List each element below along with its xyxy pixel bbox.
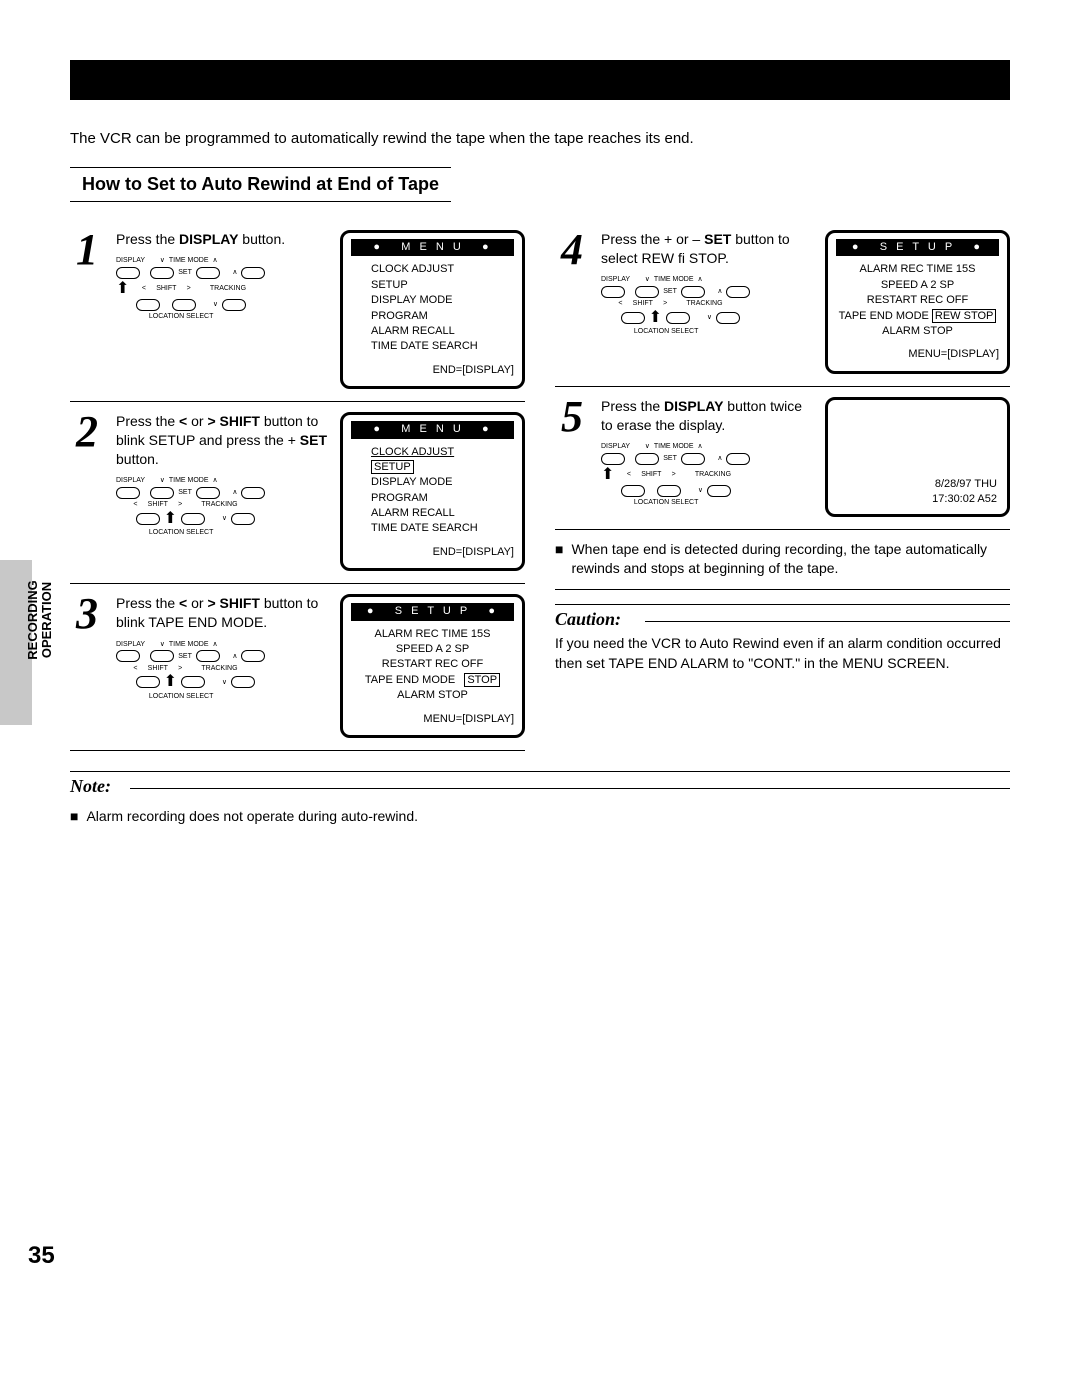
caution-heading: Caution: — [555, 604, 1010, 630]
subheading: How to Set to Auto Rewind at End of Tape — [70, 167, 451, 202]
right-column: 4 Press the + or – SET button to select … — [555, 220, 1010, 751]
remote-diagram: DISPLAY ∨TIME MODE∧ SET ∧ < SHIFT > TRAC… — [116, 477, 330, 537]
tape-end-note: ■ When tape end is detected during recor… — [555, 530, 1010, 590]
remote-diagram: DISPLAY ∨TIME MODE∧ SET ∧ < SHIFT > TRAC… — [116, 640, 330, 700]
step-3: 3 Press the < or > SHIFT button to blink… — [70, 584, 525, 751]
step-5: 5 Press the DISPLAY button twice to eras… — [555, 387, 1010, 530]
note-text: Alarm recording does not operate during … — [86, 807, 418, 827]
screen-setup-4: ● S E T U P ● ALARM REC TIME 15S SPEED A… — [825, 230, 1010, 374]
columns: 1 Press the DISPLAY button. DISPLAY ∨TIM… — [70, 220, 1010, 751]
arrow-up-icon — [649, 310, 662, 326]
step-5-text: Press the DISPLAY button twice to erase … — [601, 397, 815, 517]
section-tab-text: RECORDINGOPERATION — [26, 540, 55, 700]
step-1-text: Press the DISPLAY button. DISPLAY ∨TIME … — [116, 230, 330, 389]
step-number: 5 — [555, 397, 589, 437]
section-tab: RECORDINGOPERATION — [0, 560, 32, 725]
arrow-up-icon — [164, 674, 177, 690]
remote-diagram: DISPLAY ∨TIME MODE∧ SET ∧ < SHIFT > TRAC… — [116, 257, 330, 321]
header-bar — [70, 60, 1010, 100]
bullet-square-icon: ■ — [555, 540, 563, 579]
step-4-text: Press the + or – SET button to select RE… — [601, 230, 815, 374]
arrow-up-icon — [164, 511, 177, 527]
step-number: 3 — [70, 594, 104, 634]
step-1: 1 Press the DISPLAY button. DISPLAY ∨TIM… — [70, 220, 525, 402]
remote-diagram: DISPLAY ∨TIME MODE∧ SET ∧ < SHIFT > TRAC… — [601, 443, 815, 507]
page-number: 35 — [28, 1242, 55, 1270]
left-column: 1 Press the DISPLAY button. DISPLAY ∨TIM… — [70, 220, 525, 751]
step-number: 1 — [70, 230, 104, 270]
screen-menu-1: ● M E N U ● CLOCK ADJUST SETUP DISPLAY M… — [340, 230, 525, 389]
intro-text: The VCR can be programmed to automatical… — [70, 130, 1010, 147]
screen-blank-5: 8/28/97 THU 17:30:02 A52 — [825, 397, 1010, 517]
step-2-text: Press the < or > SHIFT button to blink S… — [116, 412, 330, 571]
screen-menu-2: ● M E N U ● CLOCK ADJUST SETUP DISPLAY M… — [340, 412, 525, 571]
manual-page: RECORDINGOPERATION The VCR can be progra… — [0, 0, 1080, 1300]
screen-setup-3: ● S E T U P ● ALARM REC TIME 15S SPEED A… — [340, 594, 525, 738]
note-heading: Note: — [70, 771, 1010, 797]
step-4: 4 Press the + or – SET button to select … — [555, 220, 1010, 387]
caution-text: If you need the VCR to Auto Rewind even … — [555, 634, 1010, 673]
note-section: Note: ■ Alarm recording does not operate… — [70, 771, 1010, 837]
step-number: 2 — [70, 412, 104, 452]
step-number: 4 — [555, 230, 589, 270]
arrow-up-icon — [116, 281, 129, 297]
step-2: 2 Press the < or > SHIFT button to blink… — [70, 402, 525, 584]
remote-diagram: DISPLAY ∨TIME MODE∧ SET ∧ < SHIFT > TRAC… — [601, 276, 815, 336]
arrow-up-icon — [601, 467, 614, 483]
bullet-square-icon: ■ — [70, 807, 78, 827]
step-3-text: Press the < or > SHIFT button to blink T… — [116, 594, 330, 738]
